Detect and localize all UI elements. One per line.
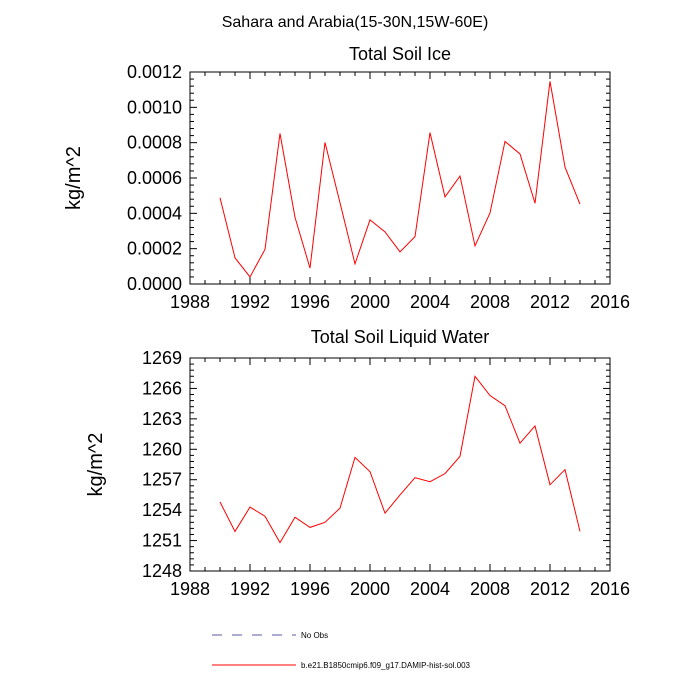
plot-frame	[189, 357, 611, 572]
x-tick-label: 2004	[410, 292, 450, 312]
x-tick-label: 2008	[470, 579, 510, 599]
x-tick-label: 1996	[290, 579, 330, 599]
y-tick-label: 0.0008	[127, 133, 182, 153]
y-tick-label: 1251	[142, 531, 182, 551]
y-axis-label: kg/m^2	[63, 146, 85, 210]
x-tick-label: 2000	[350, 579, 390, 599]
panel-title: Total Soil Ice	[349, 44, 451, 64]
x-tick-label: 2004	[410, 579, 450, 599]
x-tick-label: 1992	[230, 292, 270, 312]
x-tick-label: 1988	[170, 292, 210, 312]
x-tick-label: 2000	[350, 292, 390, 312]
y-tick-label: 1248	[142, 561, 182, 581]
x-tick-label: 2012	[530, 579, 570, 599]
y-tick-label: 1269	[142, 348, 182, 368]
y-tick-label: 1257	[142, 470, 182, 490]
x-tick-label: 1992	[230, 579, 270, 599]
y-tick-label: 0.0012	[127, 62, 182, 82]
y-tick-label: 1254	[142, 500, 182, 520]
y-tick-label: 1266	[142, 378, 182, 398]
figure-title: Sahara and Arabia(15-30N,15W-60E)	[222, 14, 489, 31]
x-tick-label: 2016	[590, 292, 630, 312]
y-tick-label: 0.0010	[127, 97, 182, 117]
y-axis-label: kg/m^2	[85, 433, 107, 497]
panel-title: Total Soil Liquid Water	[311, 327, 489, 347]
legend-label-no-obs: No Obs	[301, 631, 328, 640]
y-tick-label: 0.0002	[127, 239, 182, 259]
x-tick-label: 1996	[290, 292, 330, 312]
y-tick-label: 1263	[142, 409, 182, 429]
y-tick-label: 0.0004	[127, 203, 182, 223]
soil-liquid-water-panel: Total Soil Liquid Water kg/m^2 1248 1251 125…	[85, 327, 630, 599]
legend-label-model: b.e21.B1850cmip6.f09_g17.DAMIP-hist-sol.…	[301, 661, 471, 670]
x-tick-label: 1988	[170, 579, 210, 599]
series-line	[219, 81, 581, 278]
y-tick-label: 0.0000	[127, 274, 182, 294]
x-tick-label: 2012	[530, 292, 570, 312]
y-tick-label: 0.0006	[127, 168, 182, 188]
y-tick-label: 1260	[142, 439, 182, 459]
x-tick-label: 2016	[590, 579, 630, 599]
series-line	[219, 375, 581, 544]
x-tick-label: 2008	[470, 292, 510, 312]
legend: No Obs b.e21.B1850cmip6.f09_g17.DAMIP-hi…	[212, 631, 471, 670]
soil-ice-panel: Total Soil Ice kg/m^2 0.0000 0.0002 0.0004 0.…	[63, 44, 630, 312]
